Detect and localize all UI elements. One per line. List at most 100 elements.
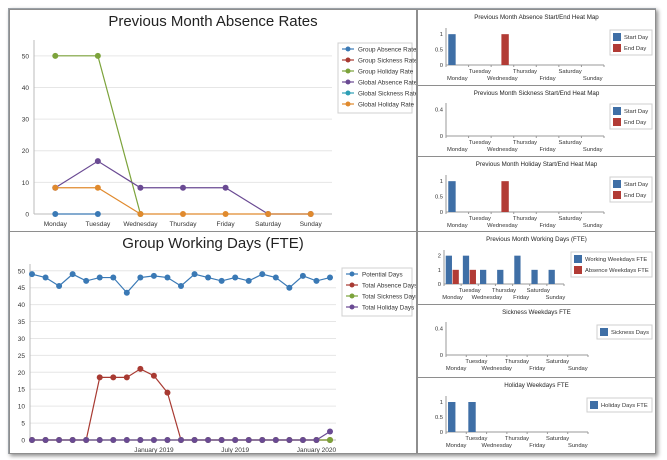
absence-heatmap-panel: Previous Month Absence Start/End Heat Ma… [417,9,656,86]
legend-swatch [613,33,621,41]
x-tick-label: July 2019 [221,447,249,453]
sickness-weekdays-panel: Sickness Weekdays FTE 0 0.4 Monday Tuesday W… [417,304,656,378]
data-point [150,372,157,379]
y-tick-label: 50 [22,53,30,60]
data-point [94,158,101,165]
sickness-heatmap-panel: Previous Month Sickness Start/End Heat M… [417,85,656,157]
x-tick-label: Tuesday [86,221,111,228]
x-tick-label: Wednesday [487,76,518,82]
data-point [69,271,76,278]
y-tick-label: 0.5 [435,48,443,54]
legend-marker [345,101,351,107]
x-tick-label: Thursday [505,436,529,442]
data-point [137,274,144,281]
x-tick-label: Tuesday [469,140,491,146]
y-tick-label: 0 [440,134,443,140]
legend-label: Absence Weekdays FTE [585,268,649,274]
x-tick-label: Tuesday [459,288,481,294]
data-point [265,211,272,217]
legend-swatch [613,107,621,115]
x-tick-label: Sunday [568,366,588,372]
legend-label: Group Holiday Rate [358,68,414,75]
legend-label: Global Sickness Rate [358,90,416,97]
x-tick-label: Friday [529,443,545,449]
legend-marker [345,79,351,85]
data-point [299,272,306,279]
bar [448,181,456,212]
bar [480,269,487,284]
y-tick-label: 2 [438,254,441,260]
x-tick-label: Sunday [583,223,603,229]
y-tick-label: 15 [18,387,26,394]
x-tick-label: Wednesday [123,221,158,228]
legend-box [596,324,653,340]
x-tick-label: Saturday [559,140,582,146]
x-tick-label: Friday [513,295,529,301]
data-point [137,211,144,217]
legend-swatch [613,191,621,199]
sickness-heatmap-chart: 0 0.4 MondayTuesdayWednesdayThursdayFriday… [435,103,653,153]
data-point [150,437,157,443]
x-tick-label: Wednesday [481,366,512,372]
data-point [272,437,279,443]
y-tick-label: 0 [440,430,443,436]
data-point [245,437,252,443]
x-tick-label: Sunday [546,295,566,301]
y-tick-label: 25 [18,353,26,360]
data-point [222,184,229,191]
data-point [191,271,198,278]
y-tick-label: 40 [18,302,26,309]
legend-swatch [590,401,598,409]
y-tick-label: 0 [440,210,443,216]
legend-box [586,397,653,413]
x-tick-label: Monday [447,76,468,82]
data-point [313,277,320,284]
x-tick-label: Friday [529,366,545,372]
data-point [180,184,186,191]
holiday-heatmap-panel: Previous Month Holiday Start/End Heat Ma… [417,156,656,232]
data-point [259,437,266,443]
y-tick-label: 1 [440,32,443,38]
data-point [232,437,239,443]
legend-label: Start Day [624,35,648,41]
data-point [123,374,130,381]
bar [448,402,456,432]
legend-box [609,29,653,56]
data-point [327,274,333,281]
x-tick-label: Saturday [559,69,582,75]
x-tick-label: Friday [217,221,236,228]
x-tick-label: Monday [446,366,467,372]
x-tick-label: Sunday [583,147,603,153]
y-tick-label: 0 [21,438,25,445]
data-point [205,274,212,281]
legend-label: Global Absence Rate [358,79,416,86]
series-line [32,368,330,441]
absence-heatmap-chart: 0 0.5 1 MondayTuesdayWednesdayThursdayFrida… [435,28,653,82]
bar [514,255,521,284]
y-tick-label: 35 [18,319,26,326]
legend-marker [349,293,355,299]
data-point [110,374,117,381]
data-point [178,437,184,443]
x-tick-label: Monday [446,443,467,449]
x-tick-label: Friday [540,147,556,153]
x-tick-label: Friday [540,76,556,82]
chart-title: Sickness Weekdays FTE [502,309,571,316]
legend-marker [345,57,351,63]
holiday-weekdays-panel: Holiday Weekdays FTE 0 0.5 1 Monday Tuesday W… [417,377,656,454]
x-tick-label: Friday [540,223,556,229]
y-tick-label: 0.4 [435,108,444,114]
legend-box [570,251,653,278]
data-point [327,428,333,435]
working-weekdays-panel: Previous Month Working Days (FTE) 0 1 2 Mon… [417,231,656,305]
legend-label: Holiday Days FTE [601,403,648,409]
x-tick-label: Wednesday [487,147,518,153]
x-tick-label: Sunday [568,443,588,449]
bar [468,402,476,432]
legend-marker [345,68,351,74]
legend-box [337,42,413,114]
legend-label: Total Holiday Days [362,304,414,311]
data-point [180,211,186,217]
data-point [69,437,76,443]
x-tick-label: Thursday [169,221,197,228]
